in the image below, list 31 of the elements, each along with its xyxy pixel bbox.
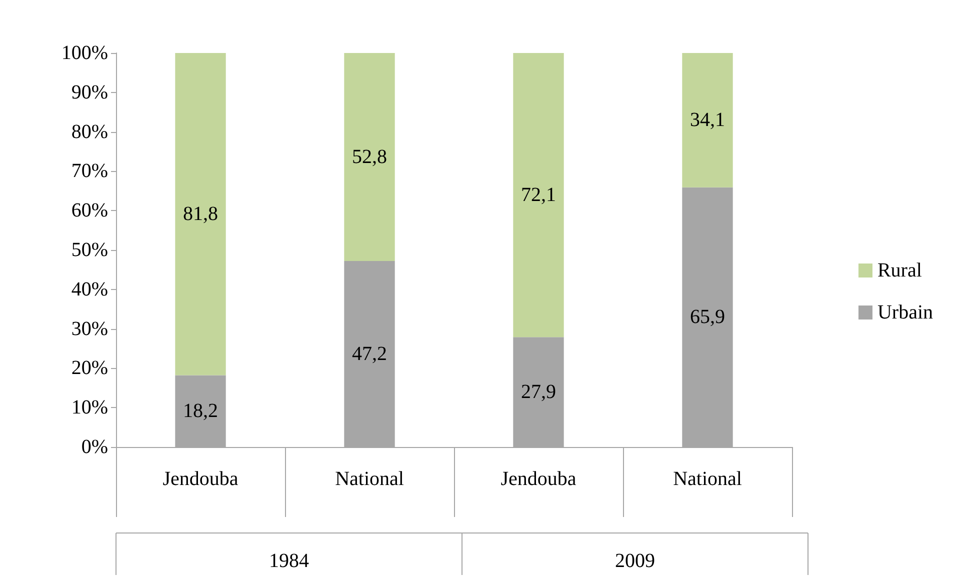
bar (513, 53, 564, 338)
data-label: 52,8 (352, 146, 387, 168)
data-label: 27,9 (521, 381, 556, 404)
bar (344, 53, 395, 262)
y-tick-label: 60% (71, 200, 108, 222)
data-label: 18,2 (183, 400, 218, 422)
x-tick-label: Jendouba (162, 468, 238, 490)
data-label: 81,8 (183, 203, 218, 226)
text: 2009 (615, 550, 655, 572)
y-tick-label: 80% (71, 120, 108, 143)
x-tick-label: National (335, 468, 404, 490)
bar (682, 53, 733, 188)
y-tick-label: 0% (81, 436, 108, 458)
y-tick-label: 20% (71, 357, 108, 380)
x-tick-label: National (673, 468, 742, 490)
data-label: 34,1 (690, 109, 725, 132)
y-tick-label: 100% (61, 42, 108, 64)
x-tick-label: Jendouba (500, 468, 576, 490)
text: 1984 (269, 550, 309, 572)
y-tick-label: 10% (71, 396, 108, 419)
data-label: 47,2 (352, 343, 387, 366)
data-label: 65,9 (690, 306, 725, 328)
y-tick-label: 90% (71, 81, 108, 104)
y-tick-label: 30% (71, 318, 108, 340)
y-tick-label: 50% (71, 239, 108, 261)
legend-label: Urbain (877, 302, 934, 324)
y-tick-label: 40% (71, 278, 108, 300)
y-tick-label: 70% (71, 160, 108, 182)
bar (175, 53, 226, 376)
legend-label: Rural (877, 260, 922, 282)
data-label: 72,1 (521, 184, 556, 206)
